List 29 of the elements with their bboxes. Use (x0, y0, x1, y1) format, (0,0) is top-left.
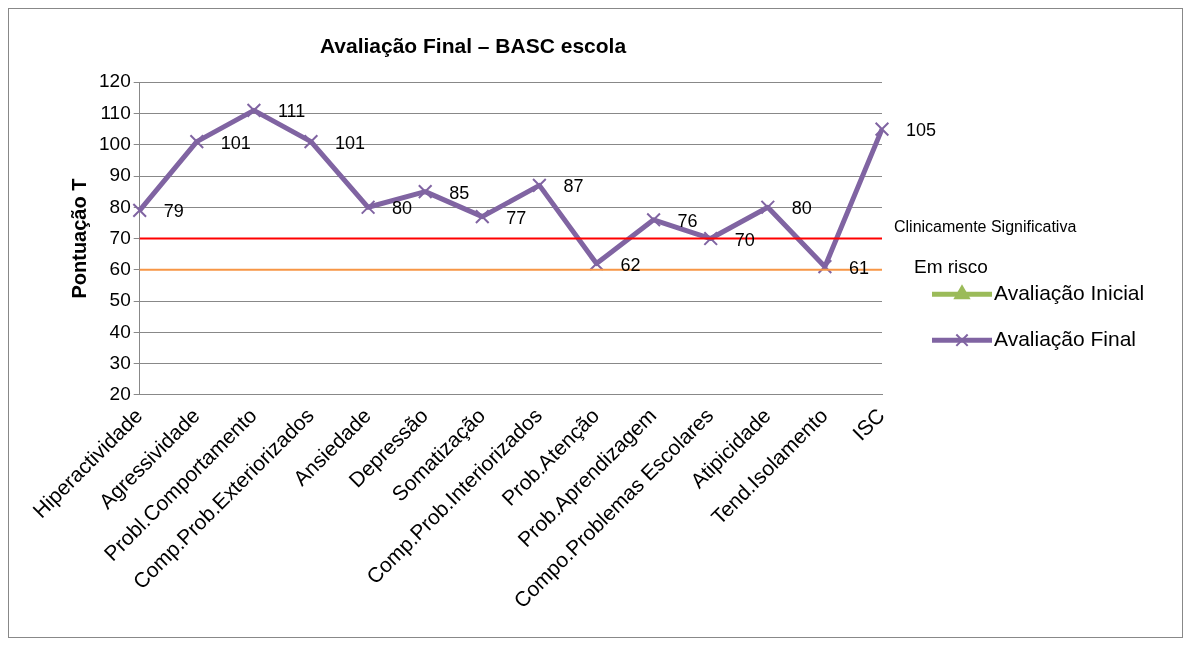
data-label: 85 (449, 182, 470, 203)
y-tick-label: 110 (100, 101, 131, 123)
legend-label: Avaliação Final (994, 327, 1137, 350)
ref-line-label: Clinicamente Significativa (894, 217, 1077, 235)
x-tick-label: ISC (847, 403, 889, 445)
data-label: 76 (677, 210, 698, 231)
y-tick-label: 90 (109, 164, 131, 186)
data-label: 77 (506, 207, 527, 228)
data-label: 80 (392, 198, 413, 219)
y-tick-label: 50 (109, 289, 131, 311)
data-label: 79 (163, 201, 184, 222)
y-tick-label: 80 (109, 195, 131, 217)
data-label: 101 (220, 132, 251, 153)
y-axis-title: Pontuação T (67, 178, 90, 299)
y-tick-label: 120 (99, 70, 131, 92)
legend-label: Avaliação Inicial (994, 281, 1145, 304)
y-tick-label: 20 (109, 383, 131, 405)
data-label: 87 (563, 176, 584, 197)
y-tick-label: 30 (109, 351, 131, 373)
y-tick-label: 100 (99, 132, 131, 154)
y-tick-label: 60 (109, 258, 131, 280)
chart-title: Avaliação Final – BASC escola (319, 34, 627, 58)
ref-line-label: Em risco (914, 256, 988, 278)
data-label: 105 (906, 120, 937, 141)
y-tick-label: 40 (109, 320, 131, 342)
data-label: 101 (335, 132, 366, 153)
data-label: 111 (277, 101, 306, 122)
data-label: 80 (791, 198, 812, 219)
y-tick-label: 70 (109, 226, 131, 248)
